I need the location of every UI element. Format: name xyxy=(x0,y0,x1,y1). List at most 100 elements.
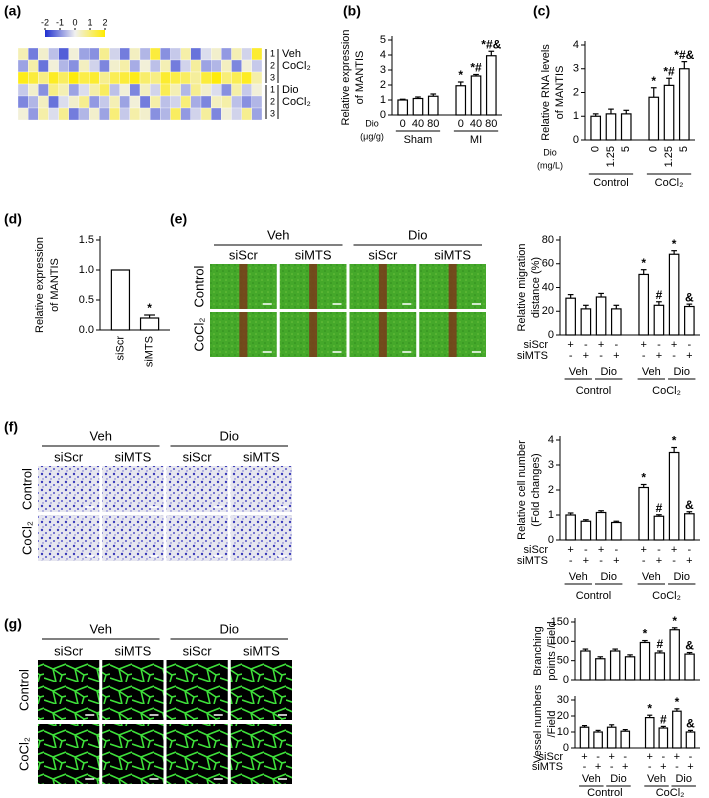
bar xyxy=(620,113,632,141)
sign: + xyxy=(656,555,662,567)
column-header: Veh xyxy=(267,227,289,242)
sign-row-label: siMTS xyxy=(532,761,563,773)
colorbar-tick-label: 2 xyxy=(102,17,107,27)
heatmap-cell xyxy=(170,59,181,73)
heatmap-cell xyxy=(251,47,263,61)
heatmap-cell xyxy=(211,83,222,97)
heatmap-cell xyxy=(58,71,69,85)
sign: + xyxy=(583,350,589,362)
significance-mark: # xyxy=(656,501,663,515)
sign-row-label: siScr xyxy=(524,544,549,556)
column-header: Veh xyxy=(90,428,112,443)
heatmap-cell xyxy=(68,83,80,97)
heatmap-cell xyxy=(78,47,90,61)
bar xyxy=(638,486,650,541)
bar xyxy=(672,710,682,749)
subgroup-label: Veh xyxy=(642,571,661,583)
group-label: CoCl₂ xyxy=(652,590,681,602)
wound-gap xyxy=(239,264,248,309)
heatmap-cell xyxy=(160,59,171,73)
sign: + xyxy=(613,555,619,567)
heatmap-cell xyxy=(48,107,59,121)
y-tick-label: 1 xyxy=(548,509,554,521)
x-tick-label: 1.25 xyxy=(663,146,675,167)
bar xyxy=(595,511,607,541)
heatmap-cell xyxy=(89,47,100,61)
y-tick-label: 1 xyxy=(380,94,386,106)
row-label: 1 xyxy=(270,48,275,58)
y-tick-label: 40 xyxy=(542,281,554,293)
heatmap-cell xyxy=(38,107,49,121)
sign-row-label: siMTS xyxy=(517,350,548,362)
sign: - xyxy=(569,555,573,567)
heatmap-cell xyxy=(231,47,242,61)
heatmap-cell xyxy=(17,95,29,109)
heatmap-cell xyxy=(68,59,80,73)
bar xyxy=(684,305,695,336)
heatmap-cell xyxy=(17,59,29,73)
heatmap-cell xyxy=(89,107,100,121)
subgroup-label: Dio xyxy=(610,773,627,785)
heatmap-cell xyxy=(129,95,141,109)
heatmap-cell xyxy=(231,107,242,121)
significance-mark: # xyxy=(656,288,663,302)
y-tick-label: 1.0 xyxy=(79,264,94,276)
heatmap-cell xyxy=(190,107,202,121)
y-tick-label: 0 xyxy=(563,674,569,686)
subgroup-label: Dio xyxy=(673,571,690,583)
row-label: 2 xyxy=(270,96,275,106)
row-header: Control xyxy=(16,669,31,711)
y-tick-label: 0.0 xyxy=(79,324,94,336)
heatmap-cell xyxy=(160,83,171,97)
sign-row-label: siScr xyxy=(539,751,564,763)
y-tick-label: 10 xyxy=(557,726,569,738)
wound-gap xyxy=(378,312,387,357)
bar xyxy=(580,650,591,681)
colorbar-tick-label: -1 xyxy=(56,17,64,27)
heatmap-cell xyxy=(221,59,232,73)
subcolumn-header: siMTS xyxy=(295,247,332,262)
heatmap-cell xyxy=(109,47,120,61)
panel-label: (g) xyxy=(4,616,22,632)
heatmap-cell xyxy=(160,47,171,61)
sign: - xyxy=(584,339,588,351)
subgroup-label: Veh xyxy=(642,366,661,378)
heatmap-cell xyxy=(190,59,202,73)
heatmap-cell xyxy=(221,107,232,121)
x-tick-label: 1.25 xyxy=(605,146,617,167)
sign: - xyxy=(584,544,588,556)
heatmap-cell xyxy=(68,47,80,61)
heatmap-cell xyxy=(150,95,161,109)
heatmap-cell xyxy=(241,83,252,97)
group-label: Control xyxy=(576,385,611,397)
sign: + xyxy=(671,544,677,556)
subgroup-label: Veh xyxy=(569,571,588,583)
subgroup-label: Veh xyxy=(569,366,588,378)
bar xyxy=(590,115,602,141)
sign: + xyxy=(647,751,653,763)
bar xyxy=(684,513,695,541)
x-axis-label: (μg/g) xyxy=(360,131,384,141)
bar xyxy=(668,451,680,541)
micrograph xyxy=(230,660,292,720)
group-label: Control xyxy=(576,590,611,602)
sign-row-label: siMTS xyxy=(517,555,548,567)
significance-mark: # xyxy=(656,637,663,651)
sign: - xyxy=(610,761,614,773)
heatmap-cell xyxy=(129,83,141,97)
group-label: Sham xyxy=(404,134,433,146)
bar xyxy=(580,308,592,336)
heatmap-cell xyxy=(170,107,181,121)
sign: - xyxy=(657,544,661,556)
subcolumn-header: siScr xyxy=(183,643,213,658)
heatmap-cell xyxy=(200,47,212,61)
bar xyxy=(684,653,695,681)
sign: - xyxy=(614,544,618,556)
group-label: CoCl₂ xyxy=(655,177,684,189)
heatmap-cell xyxy=(48,71,59,85)
heatmap-cell xyxy=(180,95,191,109)
heatmap-cell xyxy=(17,83,29,97)
sign: - xyxy=(689,751,693,763)
bar xyxy=(658,727,669,749)
y-axis-label: Relative RNA levels xyxy=(540,44,552,141)
